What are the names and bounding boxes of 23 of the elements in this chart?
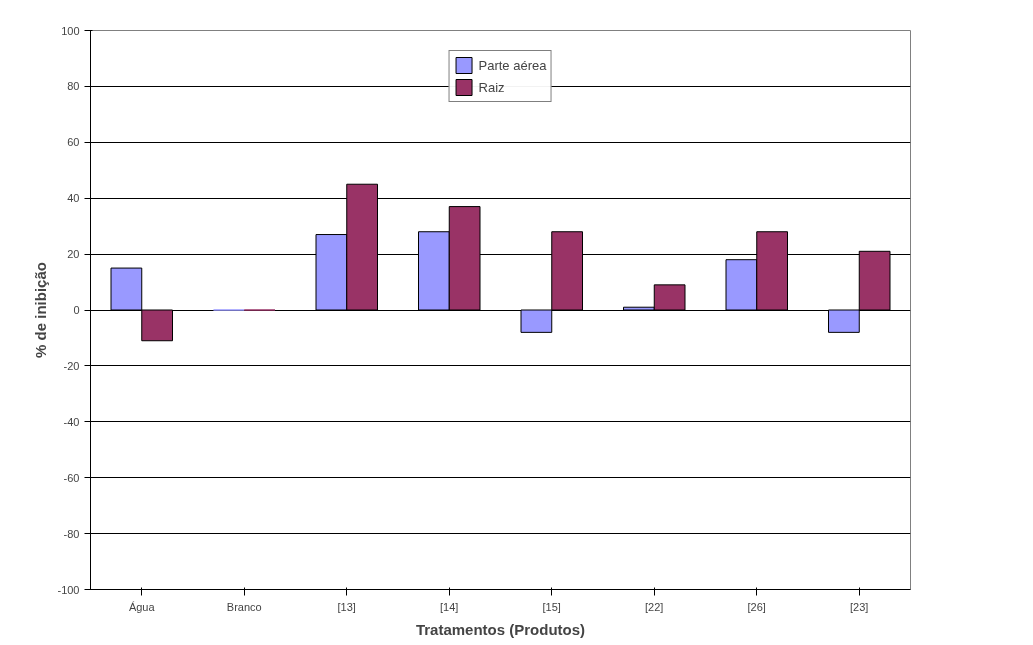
y-tick-label: 80 [67, 80, 80, 93]
legend-label: Parte aérea [478, 57, 547, 73]
y-tick-label: 40 [67, 192, 80, 205]
y-tick-label: 0 [73, 304, 80, 316]
x-tick-label: Branco [226, 600, 262, 613]
y-tick-label: -80 [63, 527, 80, 540]
y-tick-label: -60 [63, 471, 80, 484]
legend-label: Raiz [478, 79, 505, 95]
y-tick-label: -100 [57, 583, 80, 596]
x-tick-label: [13] [337, 600, 356, 613]
x-tick-label: [22] [645, 600, 664, 613]
x-axis-title: Tratamentos (Produtos) [415, 620, 586, 638]
x-tick-label: [26] [747, 600, 766, 613]
y-tick-label: 100 [61, 24, 80, 37]
y-tick-label: -20 [63, 359, 80, 372]
x-tick-label: [15] [542, 600, 561, 613]
y-tick-label: 20 [67, 248, 80, 261]
y-axis-title: % de inibição [32, 262, 50, 358]
x-tick-label: [23] [850, 600, 869, 613]
y-tick-label: -40 [63, 415, 80, 428]
x-tick-label: Água [128, 600, 156, 613]
x-tick-label: [14] [440, 600, 459, 613]
y-tick-label: 60 [67, 136, 80, 149]
